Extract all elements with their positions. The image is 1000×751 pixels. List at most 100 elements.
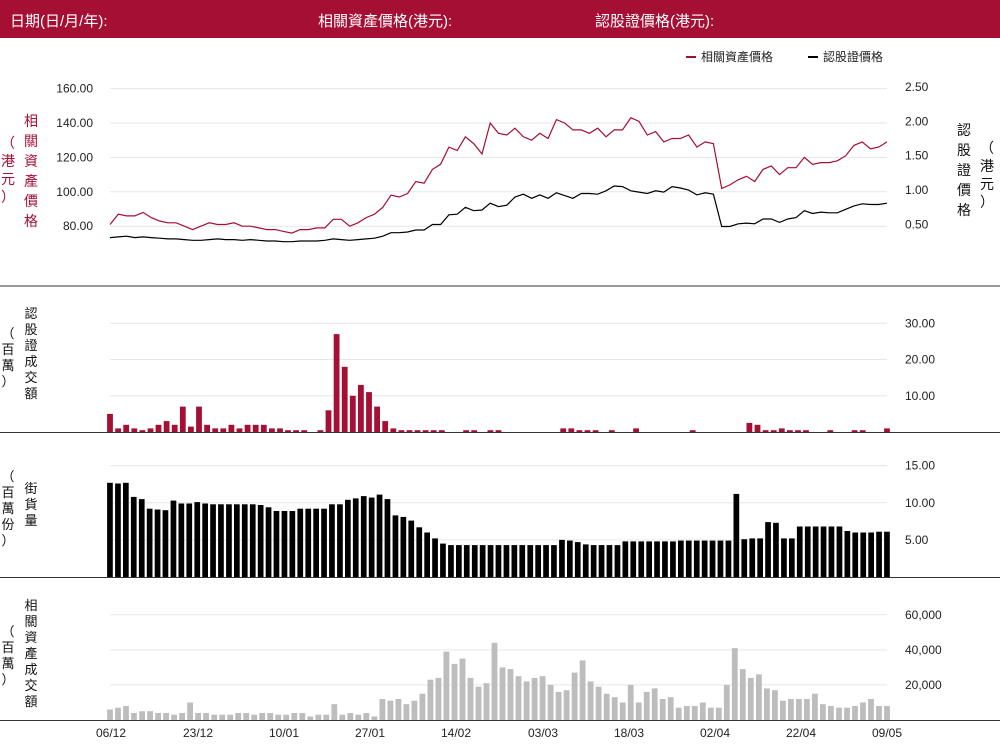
volume-bar [503,545,510,577]
bar-axis-label-char: 街 [24,481,37,496]
volume-bar [643,691,650,720]
volume-bar [345,499,351,577]
volume-bar [299,713,306,720]
volume-bar [670,541,676,577]
volume-bar [456,545,462,577]
volume-bar [788,699,794,720]
volume-bar [329,504,335,577]
volume-bar [535,545,541,577]
volume-bar [787,430,793,432]
volume-bar [725,540,732,577]
volume-bar [131,428,138,432]
volume-bar [571,672,578,720]
bar-axis-unit-char: 份 [1,517,14,532]
bar-axis-tick-label: 60,000 [905,608,942,622]
volume-bar [115,428,121,432]
volume-bar [273,511,280,577]
volume-bar [226,504,232,577]
volume-bar [733,493,740,577]
volume-bar [804,526,811,577]
volume-bar [283,714,290,720]
volume-bar [147,428,154,432]
volume-bar [147,711,153,720]
left-axis-label-char: 價 [24,193,38,209]
volume-bar [852,532,859,577]
right-axis-label-char: 價 [957,182,971,198]
left-axis-label-char: 格 [24,213,38,229]
volume-bar [762,430,769,432]
volume-bar [592,430,599,432]
volume-bar [487,545,494,577]
volume-bar [567,540,573,577]
volume-bar [717,540,724,577]
volume-bar [352,498,359,577]
volume-bar [611,697,618,720]
volume-bar [646,541,652,577]
volume-bar [495,430,502,432]
volume-bar [202,503,208,577]
volume-bar [595,686,602,720]
x-axis-tick-label: 10/01 [269,726,299,740]
volume-bar [475,686,482,720]
volume-bar [757,538,763,577]
volume-bar [297,508,304,577]
volume-bar [154,509,161,577]
volume-bar [236,428,243,432]
volume-bar [331,704,338,720]
volume-bar [443,651,450,720]
volume-bar [210,504,216,577]
volume-bar [269,428,275,432]
volume-bar [395,699,402,720]
volume-bar [746,422,753,432]
volume-bar [701,540,708,577]
volume-bar [876,706,882,720]
volume-bar [366,392,372,432]
right-axis-unit-char: （ [980,140,994,156]
volume-bar [803,430,809,432]
legend-underlying-label: 相關資產價格 [701,49,773,64]
volume-bar [598,545,605,577]
left-axis-tick-label: 120.00 [56,150,93,164]
volume-bar [204,424,210,433]
bar-axis-tick-label: 40,000 [905,643,942,657]
volume-bar [277,428,283,432]
volume-bar [479,545,486,577]
bar-axis-unit-char: 百 [1,640,14,655]
bar-axis-tick-label: 20,000 [905,678,942,692]
date-label: 日期(日/月/年): [10,13,108,30]
volume-bar [868,532,874,577]
volume-bar [463,545,470,577]
volume-bar [448,545,454,577]
volume-bar [678,540,684,577]
volume-bar [392,515,399,577]
volume-bar [844,531,851,577]
volume-bar [820,704,826,720]
volume-bar [651,688,658,720]
volume-bar [400,516,407,577]
volume-bar [667,697,674,720]
volume-bar [301,430,308,432]
left-axis-tick-label: 140.00 [56,116,93,130]
volume-bar [691,706,698,720]
volume-bar [796,699,802,720]
bar-axis-unit-char: 百 [1,342,14,357]
right-axis-tick-label: 2.50 [905,80,929,94]
volume-bar [243,713,250,720]
volume-bar [170,500,177,577]
volume-bar [463,430,469,432]
volume-bar [844,707,850,720]
volume-bar [584,430,591,432]
volume-bar [249,504,256,577]
volume-bar [483,683,490,720]
bar-axis-label-char: 量 [24,513,37,528]
volume-bar [307,716,314,720]
bar-axis-label-char: 額 [24,694,37,709]
volume-bar [547,684,554,720]
volume-bar [884,531,890,577]
left-axis-unit-char: （ [1,135,15,151]
volume-bar [123,424,130,433]
left-axis-unit-char: ） [1,189,15,205]
volume-bar [859,430,866,432]
volume-bar [723,684,730,720]
volume-bar [689,430,696,432]
